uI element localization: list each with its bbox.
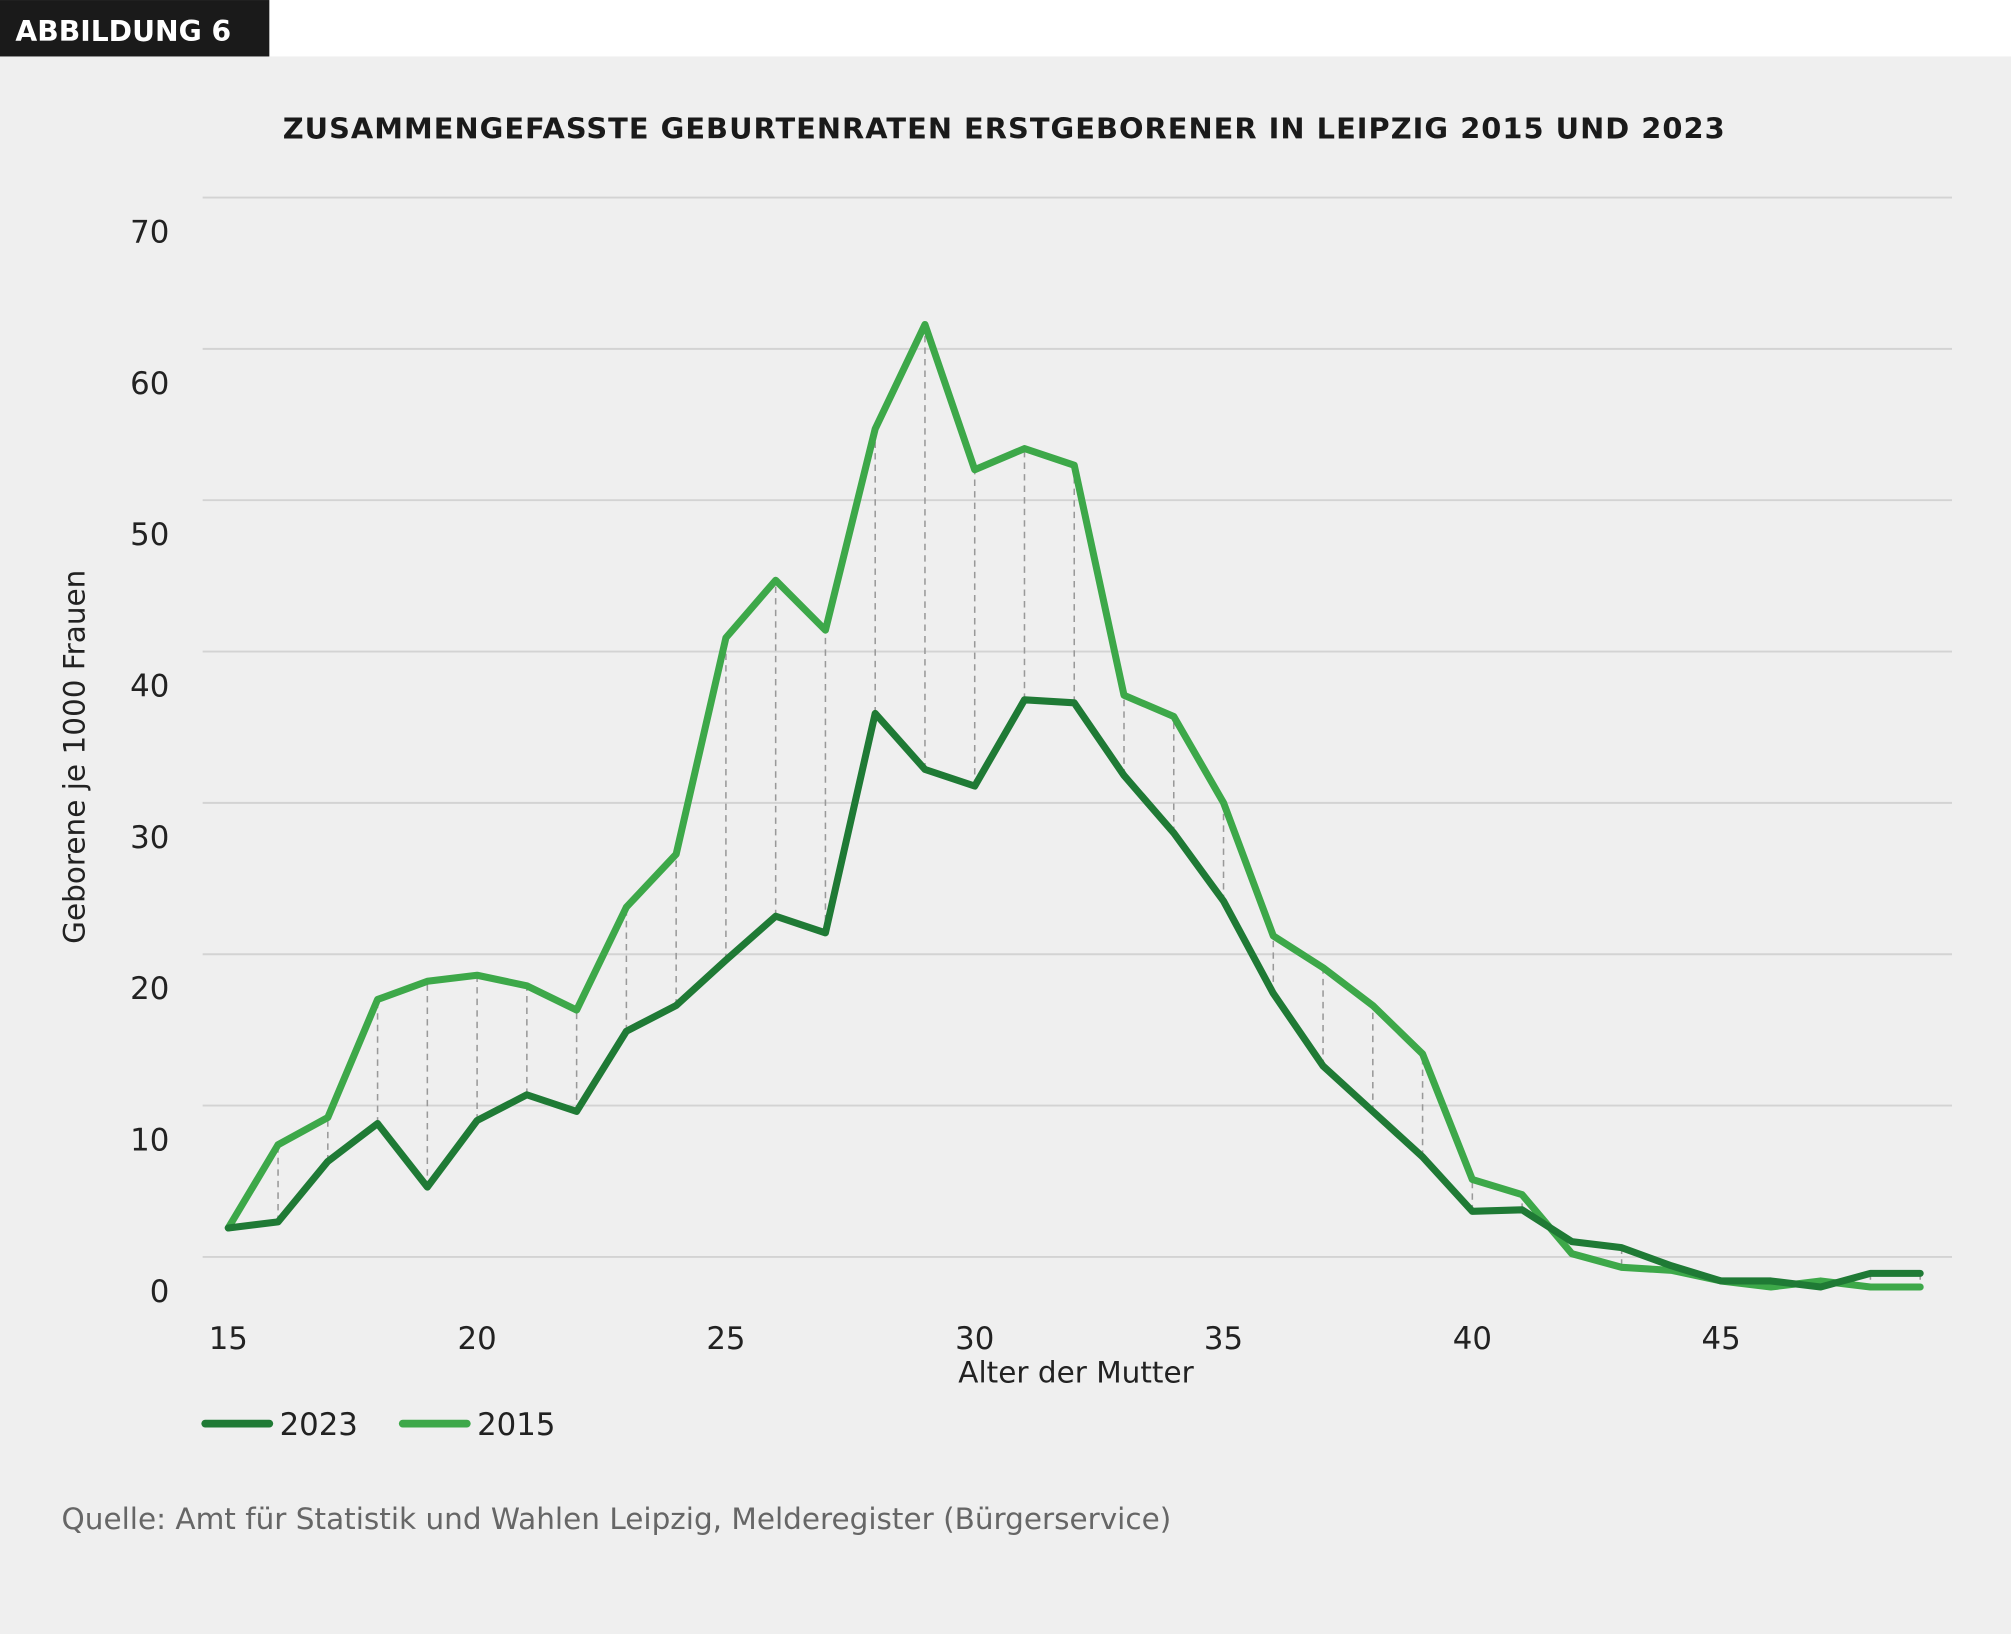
y-tick-label: 50 — [130, 517, 169, 553]
y-tick-label: 70 — [130, 214, 169, 250]
x-tick-label: 30 — [955, 1321, 994, 1357]
legend-label-2023: 2023 — [280, 1407, 358, 1443]
x-tick-label: 35 — [1204, 1321, 1243, 1357]
gridlines — [202, 196, 1953, 1258]
legend: 2023 2015 — [201, 1407, 555, 1443]
y-tick-label: 60 — [130, 366, 169, 402]
legend-label-2015: 2015 — [477, 1407, 555, 1443]
y-tick-label: 30 — [130, 820, 169, 856]
difference-droplines — [277, 324, 1921, 1287]
series-lines — [224, 320, 1924, 1291]
x-tick-label: 15 — [209, 1321, 248, 1357]
y-axis-ticks: 0 10 20 30 40 50 60 70 — [130, 214, 169, 1309]
y-axis-label: Geborene je 1000 Frauen — [58, 570, 92, 944]
chart-background — [0, 56, 2011, 1634]
y-tick-label: 40 — [130, 668, 169, 704]
x-tick-label: 45 — [1702, 1321, 1741, 1357]
y-tick-label: 10 — [130, 1122, 169, 1158]
y-tick-label: 0 — [150, 1274, 170, 1310]
x-axis-ticks: 15 20 25 30 35 40 45 — [209, 1321, 1741, 1357]
figure-badge — [0, 0, 270, 57]
source-note: Quelle: Amt für Statistik und Wahlen Lei… — [62, 1502, 1172, 1536]
figure-badge-label: ABBILDUNG 6 — [15, 15, 231, 48]
x-axis-label: Alter der Mutter — [958, 1356, 1194, 1390]
chart-title: ZUSAMMENGEFASSTE GEBURTENRATEN ERSTGEBOR… — [283, 112, 1726, 146]
x-tick-label: 40 — [1453, 1321, 1492, 1357]
x-tick-label: 25 — [706, 1321, 745, 1357]
x-tick-label: 20 — [458, 1321, 497, 1357]
y-tick-label: 20 — [130, 971, 169, 1007]
